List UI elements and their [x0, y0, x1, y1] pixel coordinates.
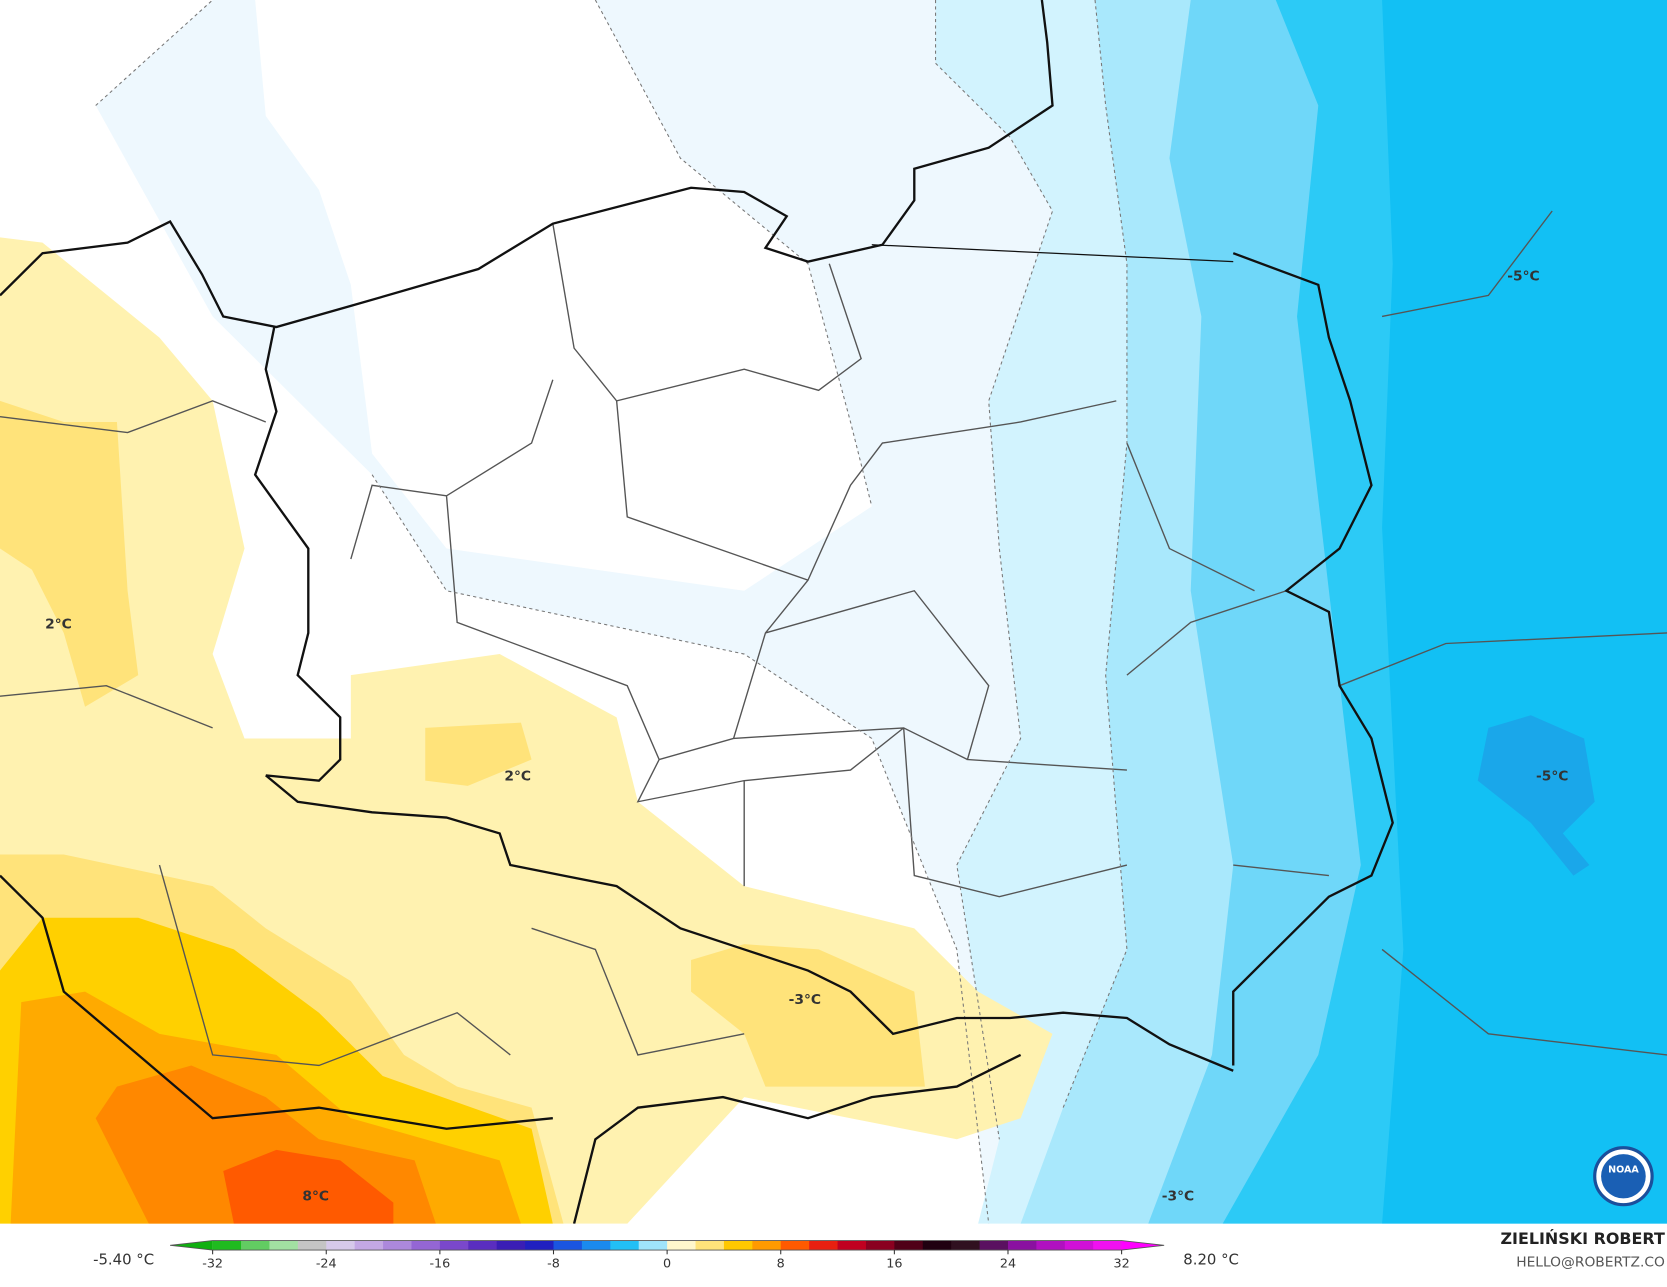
- colorbar-segment: [752, 1240, 782, 1251]
- colorbar-segment: [581, 1240, 611, 1251]
- colorbar-segment: [667, 1240, 697, 1251]
- colorbar-segment: [979, 1240, 1009, 1251]
- credit-author: ZIELIŃSKI ROBERT: [1500, 1229, 1665, 1248]
- colorbar-segment: [241, 1240, 270, 1251]
- colorbar-segment: [837, 1240, 867, 1251]
- map: [0, 0, 1667, 1224]
- colorbar-end: [170, 1240, 213, 1251]
- colorbar-segment: [383, 1240, 412, 1251]
- colorbar-segment: [411, 1240, 441, 1251]
- colorbar-segment: [1064, 1240, 1094, 1251]
- temp-region: [0, 400, 139, 707]
- temp-region: [223, 1149, 394, 1224]
- colorbar-tick-label: 32: [1114, 1255, 1130, 1270]
- temp-region: [1382, 0, 1667, 1224]
- contour-label: 8°C: [302, 1188, 329, 1204]
- colorbar-tick-label: -16: [429, 1255, 450, 1270]
- colorbar-segment: [269, 1240, 299, 1251]
- colorbar-tick-label: 8: [777, 1255, 785, 1270]
- colorbar-segment: [695, 1240, 725, 1251]
- colorbar-segment: [326, 1240, 356, 1251]
- colorbar-segment: [212, 1240, 242, 1251]
- contour-label: -3°C: [789, 992, 821, 1008]
- country-borders: [0, 0, 1394, 1224]
- colorbar-segment: [1036, 1240, 1066, 1251]
- colorbar-tick-label: 0: [663, 1255, 671, 1270]
- contour-label: -5°C: [1536, 768, 1568, 784]
- colorbar-max: 8.20 °C: [1183, 1252, 1239, 1269]
- colorbar: -32 -24 -16 -8 0 8 16 24 32: [170, 1240, 1165, 1270]
- colorbar-tick-label: -24: [316, 1255, 337, 1270]
- colorbar-min: -5.40 °C: [93, 1252, 154, 1269]
- colorbar-tick-label: -8: [547, 1255, 560, 1270]
- contour-label: 2°C: [45, 617, 72, 633]
- colorbar-segment: [894, 1240, 924, 1251]
- colorbar-segment: [468, 1240, 498, 1251]
- colorbar-segment: [439, 1240, 469, 1251]
- colorbar-segment: [525, 1240, 555, 1251]
- colorbar-segment: [922, 1240, 952, 1251]
- colorbar-tick-label: 24: [1000, 1255, 1016, 1270]
- temp-region: [255, 0, 872, 591]
- colorbar-segment: [1093, 1240, 1123, 1251]
- logo-disc: [1601, 1154, 1646, 1199]
- colorbar-tick-label: 16: [886, 1255, 902, 1270]
- colorbar-tick-label: -32: [202, 1255, 223, 1270]
- colorbar-segment: [951, 1240, 981, 1251]
- temp-region: [691, 944, 925, 1087]
- colorbar-segment: [723, 1240, 753, 1251]
- contour-label: -5°C: [1507, 268, 1539, 284]
- admin-borders: [0, 210, 1667, 1067]
- footer: [0, 1223, 1667, 1287]
- contour-label: 2°C: [504, 768, 531, 784]
- colorbar-segment: [809, 1240, 839, 1251]
- colorbar-segment: [865, 1240, 895, 1251]
- colorbar-segment: [496, 1240, 526, 1251]
- logo-text: NOAA: [1608, 1164, 1639, 1175]
- colorbar-segment: [638, 1240, 668, 1251]
- colorbar-segment: [780, 1240, 810, 1251]
- contour-label: -3°C: [1162, 1188, 1194, 1204]
- colorbar-segment: [610, 1240, 640, 1251]
- colorbar-segment: [1007, 1240, 1037, 1251]
- contour-lines: [95, 0, 1128, 1224]
- colorbar-segment: [297, 1240, 327, 1251]
- credit-email: HELLO@ROBERTZ.CO: [1516, 1255, 1665, 1271]
- noaa-logo: NOAA: [1593, 1146, 1654, 1207]
- colorbar-segment: [354, 1240, 384, 1251]
- temp-region: [425, 722, 532, 786]
- temp-region: [95, 0, 1064, 1224]
- colorbar-segment: [553, 1240, 583, 1251]
- temp-region: [1477, 715, 1595, 876]
- colorbar-end: [1121, 1240, 1165, 1251]
